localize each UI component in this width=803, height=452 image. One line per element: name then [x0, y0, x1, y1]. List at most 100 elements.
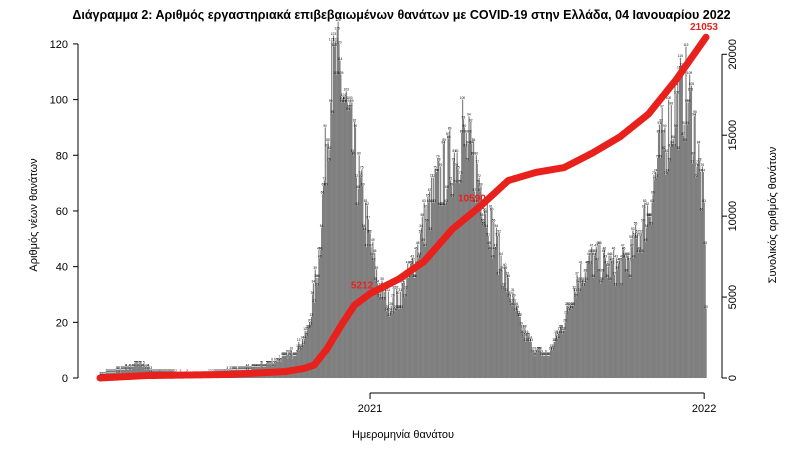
- daily-deaths-bar: [622, 247, 624, 378]
- daily-deaths-bar: [532, 350, 534, 378]
- bar-value-label: 55: [482, 221, 486, 225]
- daily-deaths-bar: [350, 107, 352, 378]
- bar-value-label: 6: [271, 358, 273, 362]
- bar-value-label: 82: [662, 146, 666, 150]
- daily-deaths-bar: [628, 261, 630, 378]
- bar-value-label: 4: [125, 363, 127, 367]
- bar-value-label: 62: [366, 202, 370, 206]
- bar-value-label: 103: [688, 88, 694, 92]
- bar-value-label: 3: [229, 366, 231, 370]
- daily-deaths-bar: [335, 74, 337, 378]
- daily-deaths-bar: [561, 333, 563, 378]
- bar-value-label: 3: [120, 366, 122, 370]
- bar-value-label: 15: [527, 333, 531, 337]
- daily-deaths-bar: [421, 216, 423, 378]
- daily-deaths-bar: [467, 144, 469, 378]
- bar-value-label: 63: [364, 199, 368, 203]
- bar-value-label: 9: [288, 349, 290, 353]
- bar-value-label: 26: [565, 302, 569, 306]
- bar-value-label: 78: [698, 157, 702, 161]
- bar-value-label: 80: [357, 152, 361, 156]
- bar-value-label: 35: [600, 277, 604, 281]
- bar-value-label: 3: [238, 366, 240, 370]
- daily-deaths-bar: [436, 171, 438, 378]
- bar-value-label: 4: [148, 363, 150, 367]
- daily-deaths-bar: [336, 30, 338, 378]
- bar-value-label: 43: [491, 255, 495, 259]
- daily-deaths-bar: [468, 116, 470, 379]
- daily-deaths-bar: [657, 158, 659, 378]
- daily-deaths-bar: [455, 166, 457, 378]
- bar-value-label: 84: [470, 141, 474, 145]
- daily-deaths-bar: [687, 124, 689, 378]
- bottom-axis-tick-label: 2022: [692, 403, 716, 415]
- bar-value-label: 8: [543, 352, 545, 356]
- bar-value-label: 36: [413, 274, 417, 278]
- bar-value-label: 70: [453, 180, 457, 184]
- bar-value-label: 10: [298, 347, 302, 351]
- bottom-axis-tick-label: 2021: [358, 403, 382, 415]
- daily-deaths-bar: [454, 183, 456, 378]
- bar-value-label: 4: [265, 363, 267, 367]
- daily-deaths-bar: [542, 355, 544, 378]
- bar-value-label: 112: [680, 63, 685, 67]
- daily-deaths-bar: [352, 152, 354, 378]
- daily-deaths-bar: [479, 191, 481, 378]
- daily-deaths-bar: [462, 99, 464, 378]
- daily-deaths-bar: [414, 277, 416, 378]
- bar-value-label: 32: [395, 285, 399, 289]
- bar-value-label: 3: [122, 366, 124, 370]
- daily-deaths-bar: [570, 305, 572, 378]
- daily-deaths-bar: [690, 85, 693, 379]
- bar-value-label: 2: [159, 369, 161, 373]
- daily-deaths-bar: [598, 272, 600, 378]
- bar-value-label: 43: [417, 255, 421, 259]
- left-axis-title: Αριθμός νέων θανάτων: [28, 158, 40, 272]
- bar-value-label: 2: [152, 369, 154, 373]
- bar-value-label: 2: [167, 369, 169, 373]
- bar-value-label: 48: [487, 241, 491, 245]
- daily-deaths-bar: [540, 355, 542, 378]
- bar-value-label: 5: [267, 360, 269, 364]
- daily-deaths-bar: [703, 202, 705, 378]
- bar-value-label: 13: [529, 338, 533, 342]
- bar-value-label: 25: [399, 305, 403, 309]
- bar-value-label: 48: [598, 241, 602, 245]
- daily-deaths-bar: [353, 155, 355, 378]
- bar-value-label: 26: [569, 302, 573, 306]
- daily-deaths-bar: [345, 91, 347, 378]
- bar-value-label: 41: [406, 260, 410, 264]
- bar-value-label: 15: [304, 333, 308, 337]
- bar-value-label: 3: [241, 366, 243, 370]
- daily-deaths-bar: [481, 216, 483, 378]
- daily-deaths-bar: [576, 274, 578, 378]
- bar-value-label: 1: [105, 372, 107, 376]
- daily-deaths-bar: [657, 133, 660, 378]
- daily-deaths-bar: [556, 336, 558, 378]
- bar-value-label: 75: [456, 166, 460, 170]
- daily-deaths-bar: [439, 205, 441, 378]
- bar-value-label: 8: [540, 352, 542, 356]
- bar-value-label: 38: [625, 269, 629, 273]
- left-axis-tick-label: 40: [56, 262, 68, 274]
- daily-deaths-bar: [344, 99, 347, 378]
- bar-value-label: 67: [478, 188, 482, 192]
- bar-value-label: 3: [146, 366, 148, 370]
- daily-deaths-bar: [342, 99, 344, 378]
- bar-value-label: 72: [431, 174, 435, 178]
- daily-deaths-bar: [585, 280, 587, 378]
- bar-value-label: 72: [477, 174, 481, 178]
- daily-deaths-bar: [316, 286, 318, 378]
- bar-value-label: 1: [102, 372, 104, 376]
- bar-value-label: 5: [273, 360, 275, 364]
- bar-value-label: 41: [604, 260, 608, 264]
- daily-deaths-bar: [351, 102, 353, 378]
- daily-deaths-bar: [510, 302, 512, 378]
- daily-deaths-bar: [447, 135, 449, 378]
- daily-deaths-bar: [433, 202, 435, 378]
- daily-deaths-bar: [300, 347, 302, 378]
- daily-deaths-bar: [634, 236, 636, 378]
- bar-value-label: 1: [100, 372, 102, 376]
- daily-deaths-bar: [390, 305, 392, 378]
